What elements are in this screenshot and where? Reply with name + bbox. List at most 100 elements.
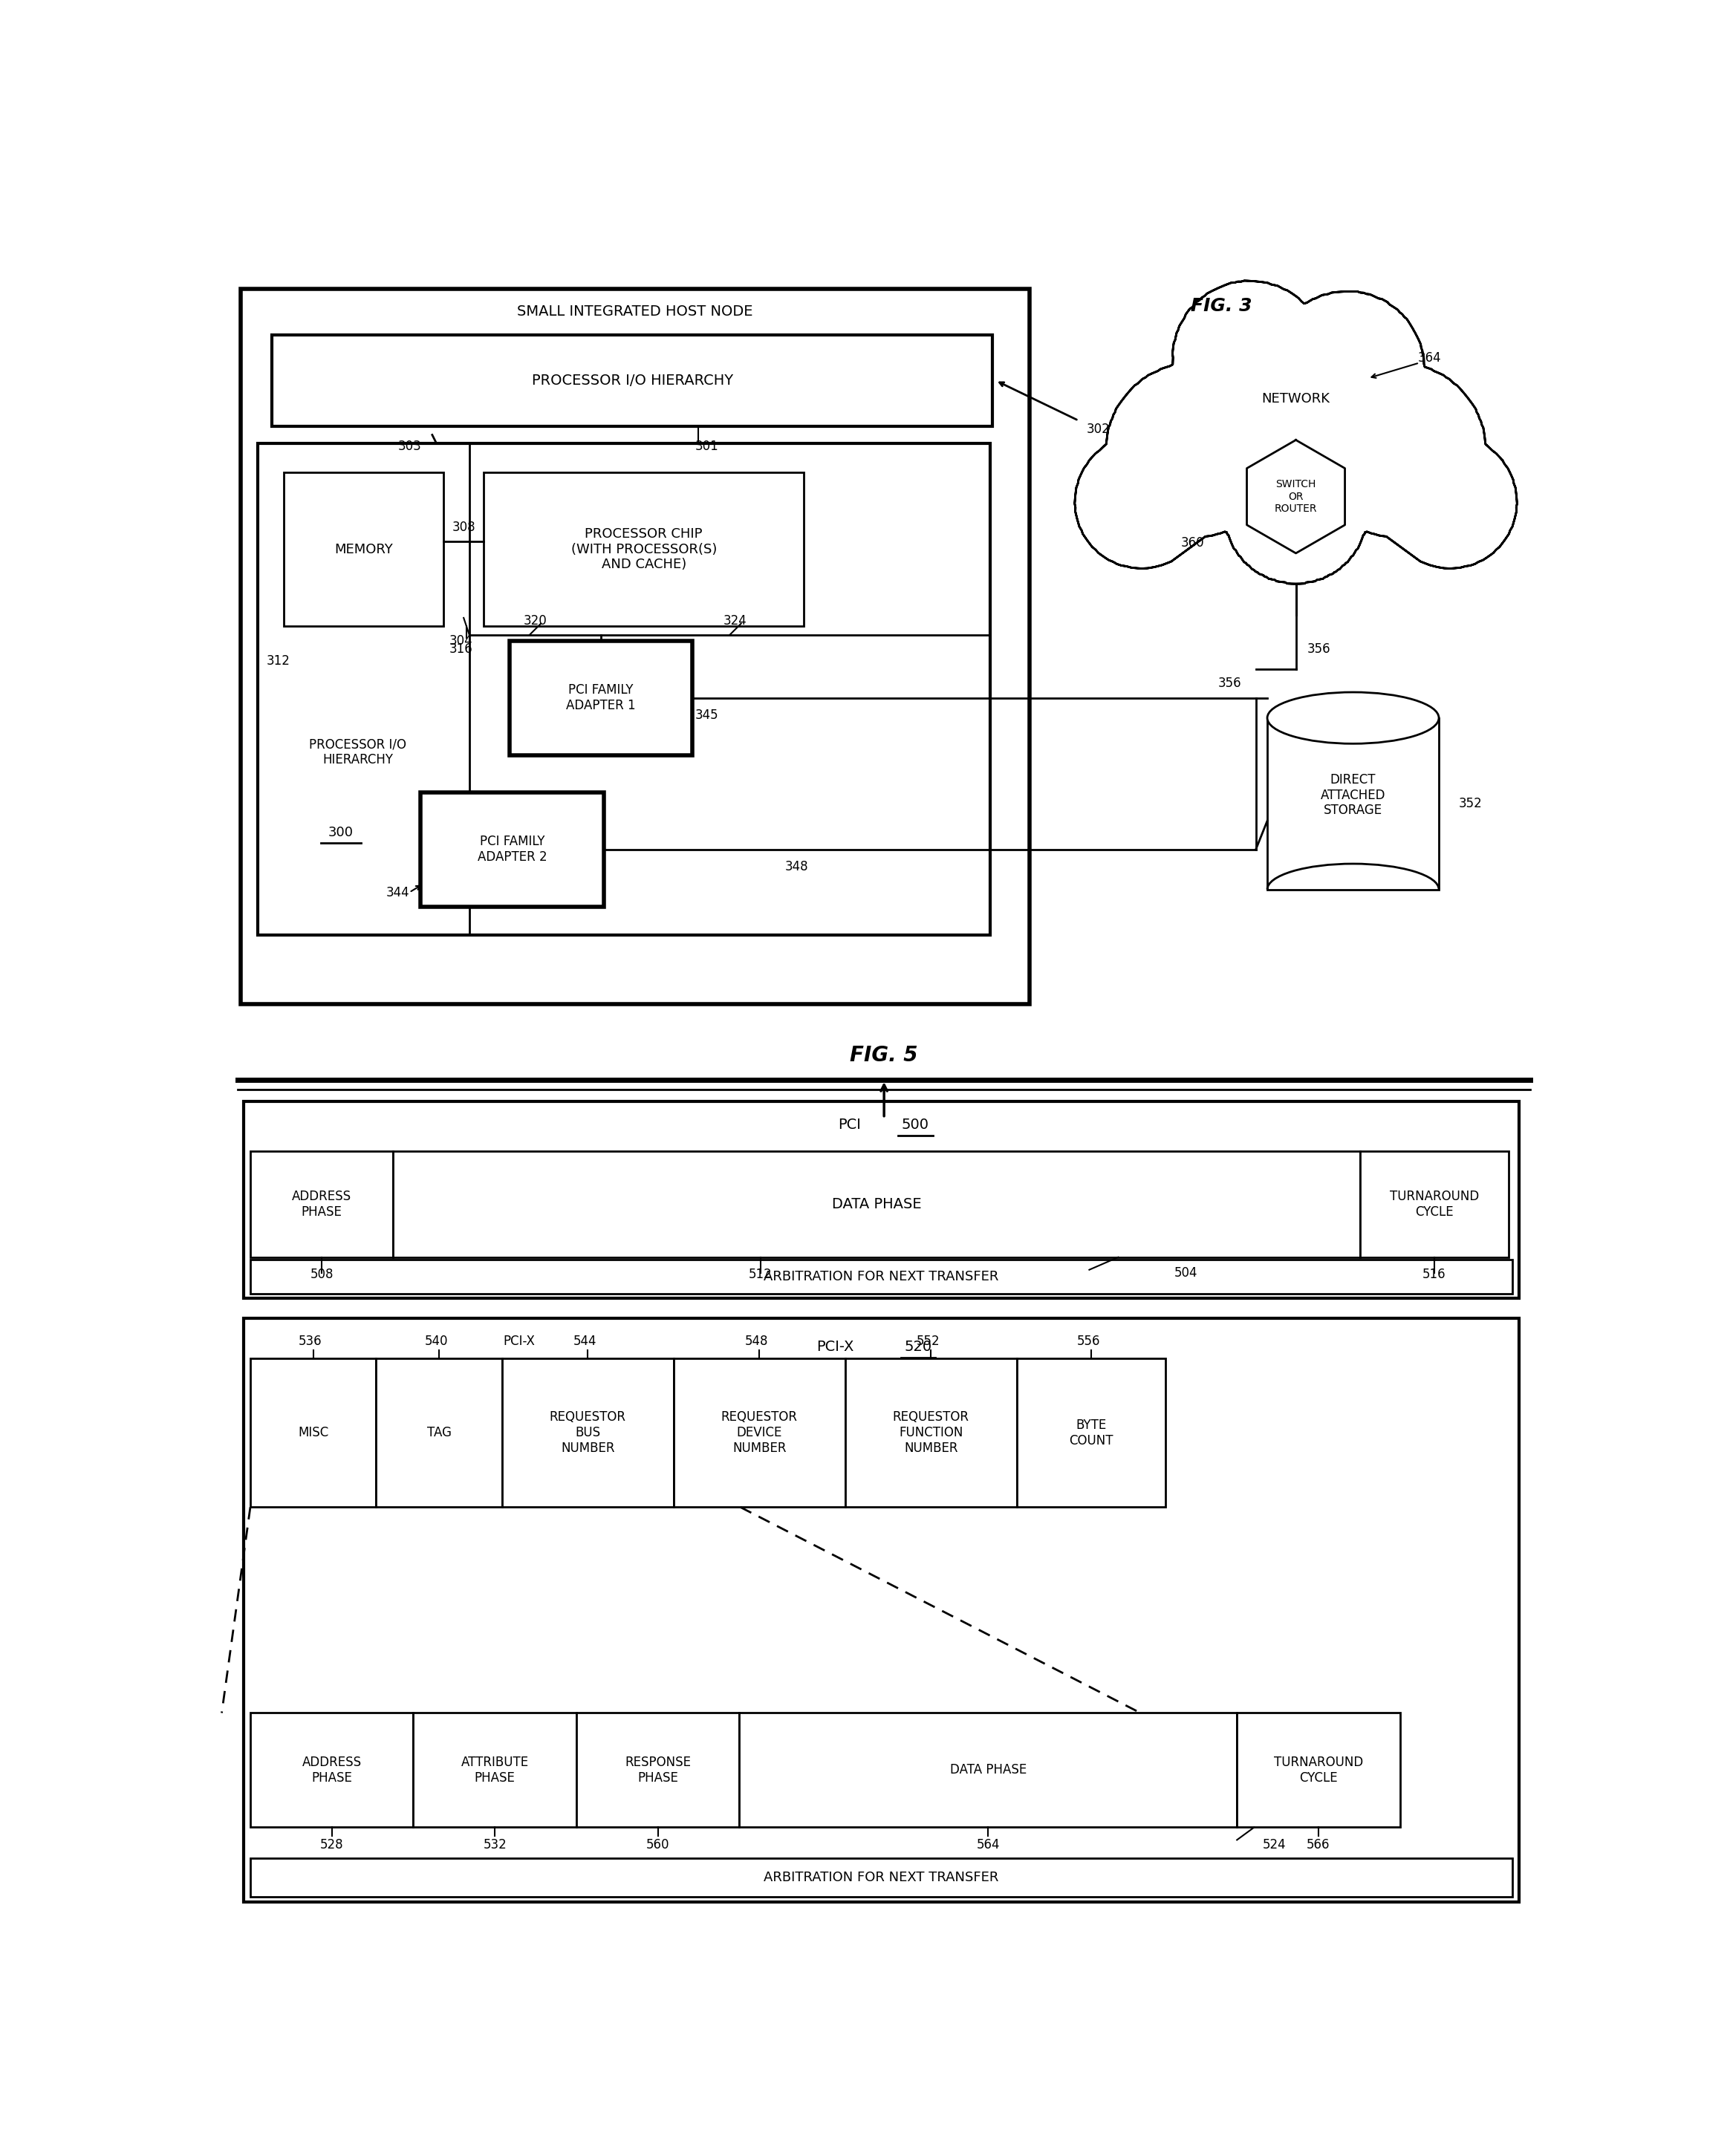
Text: 320: 320 — [524, 614, 547, 627]
Text: MEMORY: MEMORY — [334, 543, 393, 556]
Text: PCI-X: PCI-X — [503, 1335, 535, 1348]
Text: TAG: TAG — [427, 1425, 452, 1440]
Ellipse shape — [1268, 692, 1439, 744]
Text: PROCESSOR I/O
HIERARCHY: PROCESSOR I/O HIERARCHY — [310, 737, 407, 768]
Text: 540: 540 — [424, 1335, 448, 1348]
Text: PCI: PCI — [839, 1119, 862, 1132]
Text: NETWORK: NETWORK — [1261, 392, 1330, 405]
Text: REQUESTOR
DEVICE
NUMBER: REQUESTOR DEVICE NUMBER — [721, 1410, 798, 1455]
Text: ADDRESS
PHASE: ADDRESS PHASE — [303, 1755, 362, 1785]
Text: 564: 564 — [976, 1837, 1000, 1852]
Text: 364: 364 — [1419, 351, 1441, 364]
Bar — [251, 1714, 413, 1828]
Bar — [739, 1714, 1237, 1828]
Text: PROCESSOR CHIP
(WITH PROCESSOR(S)
AND CACHE): PROCESSOR CHIP (WITH PROCESSOR(S) AND CA… — [571, 526, 716, 571]
Text: 304: 304 — [450, 634, 472, 647]
Bar — [846, 1358, 1017, 1507]
Bar — [258, 444, 990, 936]
Bar — [284, 472, 443, 627]
Text: 560: 560 — [645, 1837, 670, 1852]
Circle shape — [1311, 362, 1486, 537]
Text: ARBITRATION FOR NEXT TRANSFER: ARBITRATION FOR NEXT TRANSFER — [763, 1270, 998, 1283]
Bar — [251, 1259, 1512, 1294]
Bar — [244, 1102, 1519, 1298]
Polygon shape — [1247, 440, 1344, 554]
Circle shape — [1074, 436, 1208, 569]
Bar — [251, 1858, 1512, 1897]
Text: ATTRIBUTE
PHASE: ATTRIBUTE PHASE — [460, 1755, 529, 1785]
Bar — [1268, 718, 1439, 890]
Text: 566: 566 — [1306, 1837, 1330, 1852]
Bar — [420, 791, 604, 908]
Text: 312: 312 — [266, 653, 291, 668]
Text: 360: 360 — [1182, 537, 1204, 550]
Circle shape — [1173, 280, 1327, 436]
Text: 352: 352 — [1458, 798, 1483, 811]
Text: 524: 524 — [1263, 1837, 1285, 1852]
Text: MISC: MISC — [298, 1425, 329, 1440]
Text: DATA PHASE: DATA PHASE — [950, 1764, 1026, 1777]
Text: PCI FAMILY
ADAPTER 1: PCI FAMILY ADAPTER 1 — [566, 683, 635, 711]
Text: 552: 552 — [917, 1335, 939, 1348]
Text: REQUESTOR
FUNCTION
NUMBER: REQUESTOR FUNCTION NUMBER — [893, 1410, 969, 1455]
Bar — [1237, 1714, 1400, 1828]
Text: 300: 300 — [329, 826, 353, 839]
Bar — [240, 289, 1029, 1005]
Text: DIRECT
ATTACHED
STORAGE: DIRECT ATTACHED STORAGE — [1320, 774, 1386, 817]
Text: 324: 324 — [723, 614, 747, 627]
Bar — [1360, 1151, 1509, 1257]
Bar — [509, 640, 692, 755]
Text: 516: 516 — [1422, 1268, 1446, 1281]
Text: PROCESSOR I/O HIERARCHY: PROCESSOR I/O HIERARCHY — [531, 373, 734, 388]
Bar — [272, 334, 993, 427]
Text: 500: 500 — [901, 1119, 929, 1132]
Text: DATA PHASE: DATA PHASE — [832, 1197, 922, 1212]
Bar — [251, 1151, 393, 1257]
Text: 512: 512 — [749, 1268, 772, 1281]
Text: 544: 544 — [573, 1335, 597, 1348]
Circle shape — [1105, 362, 1280, 537]
Text: 302: 302 — [1086, 423, 1111, 436]
Text: SWITCH
OR
ROUTER: SWITCH OR ROUTER — [1275, 479, 1317, 513]
Text: 308: 308 — [452, 520, 476, 535]
Text: PCI-X: PCI-X — [817, 1339, 855, 1354]
Text: 532: 532 — [483, 1837, 507, 1852]
Text: FIG. 5: FIG. 5 — [849, 1046, 919, 1065]
Text: 356: 356 — [1218, 677, 1242, 690]
Text: SMALL INTEGRATED HOST NODE: SMALL INTEGRATED HOST NODE — [517, 304, 753, 319]
Text: BYTE
COUNT: BYTE COUNT — [1069, 1419, 1112, 1447]
Circle shape — [1173, 306, 1419, 554]
Text: 303: 303 — [398, 440, 422, 453]
Text: PCI FAMILY
ADAPTER 2: PCI FAMILY ADAPTER 2 — [477, 834, 547, 865]
Bar — [413, 1714, 576, 1828]
Text: 316: 316 — [450, 642, 472, 655]
Text: 301: 301 — [695, 440, 718, 453]
Text: TURNAROUND
CYCLE: TURNAROUND CYCLE — [1273, 1755, 1363, 1785]
Text: FIG. 3: FIG. 3 — [1190, 298, 1253, 315]
Circle shape — [1270, 291, 1424, 444]
Circle shape — [1384, 436, 1517, 569]
Text: 504: 504 — [1175, 1266, 1197, 1281]
Text: ARBITRATION FOR NEXT TRANSFER: ARBITRATION FOR NEXT TRANSFER — [763, 1871, 998, 1884]
Text: ADDRESS
PHASE: ADDRESS PHASE — [292, 1190, 351, 1218]
Bar — [1017, 1358, 1166, 1507]
Text: 556: 556 — [1076, 1335, 1100, 1348]
Bar — [673, 1358, 846, 1507]
Text: 348: 348 — [785, 860, 808, 873]
Bar — [484, 472, 804, 627]
Text: 344: 344 — [386, 886, 410, 899]
Bar — [251, 1358, 375, 1507]
Text: REQUESTOR
BUS
NUMBER: REQUESTOR BUS NUMBER — [550, 1410, 626, 1455]
Bar — [375, 1358, 502, 1507]
Bar — [393, 1151, 1360, 1257]
Bar — [502, 1358, 673, 1507]
Text: 528: 528 — [320, 1837, 344, 1852]
Text: 356: 356 — [1306, 642, 1330, 655]
Text: 548: 548 — [746, 1335, 768, 1348]
Text: 536: 536 — [299, 1335, 322, 1348]
Text: RESPONSE
PHASE: RESPONSE PHASE — [625, 1755, 690, 1785]
Text: 508: 508 — [310, 1268, 334, 1281]
Bar — [576, 1714, 739, 1828]
Text: 520: 520 — [905, 1339, 932, 1354]
Bar — [244, 1317, 1519, 1902]
